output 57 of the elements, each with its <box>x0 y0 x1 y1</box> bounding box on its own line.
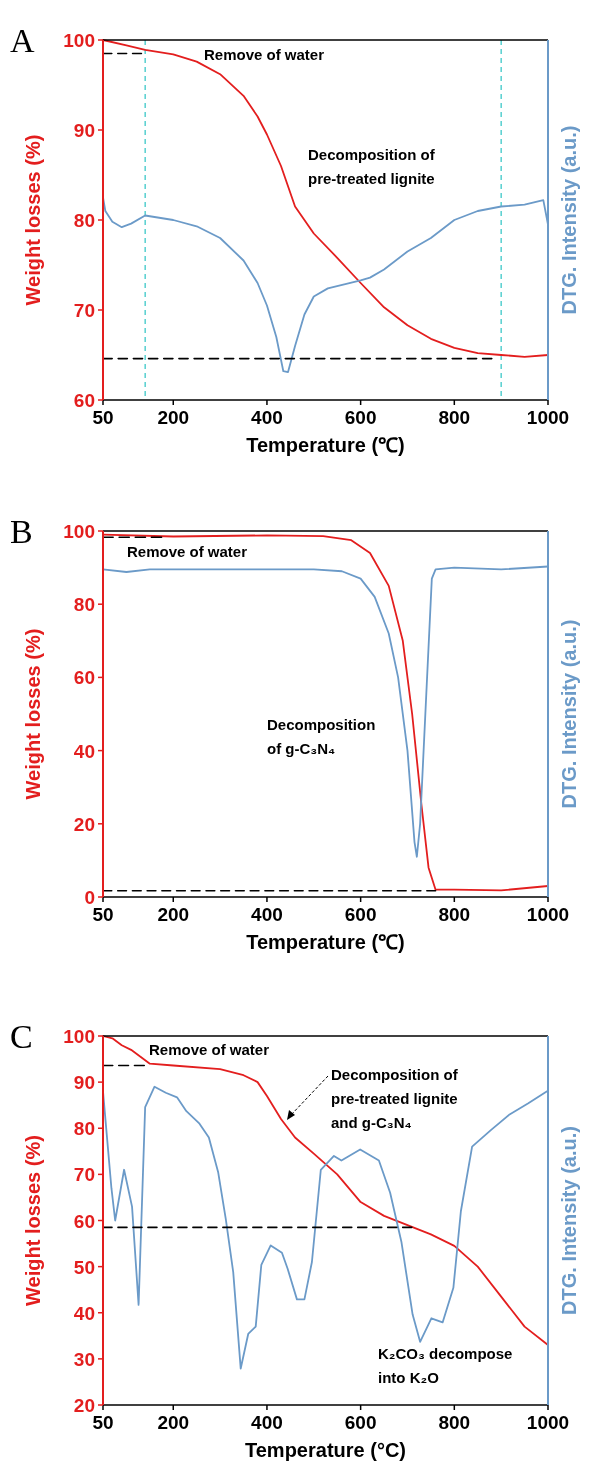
y-tick-label: 90 <box>73 1072 95 1094</box>
annotation: Remove of water <box>127 543 248 560</box>
y2-axis-title: DTG. Intensity (a.u.) <box>558 619 580 809</box>
y-tick-label: 60 <box>73 1210 95 1232</box>
y-tick-label: 0 <box>84 887 95 908</box>
y-tick-label: 20 <box>73 1395 95 1416</box>
y-tick-label: 40 <box>73 1302 95 1324</box>
x-tick-label: 50 <box>92 1412 114 1433</box>
y2-axis-title: DTG. Intensity (a.u.) <box>558 1126 580 1315</box>
x-tick-label: 200 <box>157 407 190 428</box>
x-tick-label: 50 <box>92 904 114 925</box>
y-tick-label: 60 <box>73 390 95 411</box>
x-tick-label: 200 <box>157 904 190 925</box>
y-tick-label: 80 <box>73 210 95 231</box>
x-axis-title: Temperature (℃) <box>246 931 405 953</box>
y-axis-title: Weight losses (%) <box>22 628 44 800</box>
y-tick-label: 30 <box>73 1348 95 1370</box>
y-tick-label: 70 <box>73 300 95 321</box>
annotation: Remove of water <box>204 46 325 63</box>
annotation: Remove of water <box>149 1041 270 1058</box>
x-tick-label: 200 <box>157 1412 190 1433</box>
y-tick-label: 20 <box>73 813 95 835</box>
y-tick-label: 80 <box>73 1118 95 1140</box>
x-tick-label: 400 <box>251 1412 283 1433</box>
x-tick-label: 800 <box>438 1412 471 1433</box>
x-axis-title: Temperature (°C) <box>245 1439 406 1461</box>
chart-title: C <box>10 1018 33 1055</box>
x-tick-label: 1000 <box>526 904 570 925</box>
x-tick-label: 50 <box>92 407 114 428</box>
x-tick-label: 600 <box>344 407 377 428</box>
x-axis-title: Temperature (℃) <box>246 434 405 456</box>
y2-axis-title: DTG. Intensity (a.u.) <box>558 125 580 315</box>
y-axis-title: Weight losses (%) <box>22 134 44 306</box>
x-tick-label: 600 <box>344 1412 377 1433</box>
x-tick-label: 1000 <box>526 407 570 428</box>
y-tick-label: 80 <box>73 594 95 616</box>
x-tick-label: 1000 <box>526 1412 570 1433</box>
chart-title: B <box>10 513 33 550</box>
y-tick-label: 60 <box>73 667 95 689</box>
annotation: Decomposition of pre-treated lignite <box>308 146 436 187</box>
y-axis-title: Weight losses (%) <box>22 1135 44 1306</box>
annotation: Decomposition of g-C₃N₄ <box>267 716 376 757</box>
y-tick-label: 100 <box>63 521 95 542</box>
y-tick-label: 100 <box>63 30 95 51</box>
y-tick-label: 100 <box>63 1026 95 1047</box>
x-tick-label: 800 <box>438 904 471 925</box>
chart-title: A <box>10 22 35 59</box>
x-tick-label: 400 <box>251 904 283 925</box>
y-tick-label: 90 <box>73 120 95 141</box>
x-tick-label: 600 <box>344 904 377 925</box>
annotation: K₂CO₃ decompose into K₂O <box>378 1345 513 1386</box>
x-tick-label: 400 <box>251 407 283 428</box>
y-tick-label: 40 <box>73 740 95 762</box>
y-tick-label: 70 <box>73 1164 95 1186</box>
y-tick-label: 50 <box>73 1256 95 1278</box>
annotation: Decomposition of pre-treated lignite and g-C₃N₄ <box>331 1066 459 1131</box>
x-tick-label: 800 <box>438 407 471 428</box>
